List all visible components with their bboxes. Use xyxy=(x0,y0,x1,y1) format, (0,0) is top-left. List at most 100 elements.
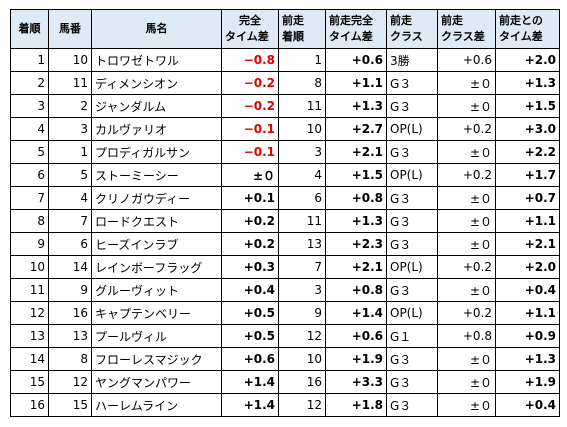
cell-horse-name: プールヴィル xyxy=(91,324,222,348)
header-prev-full-time-diff-line2: タイム差 xyxy=(329,30,373,43)
cell-prev-full-time-diff: +1.9 xyxy=(325,347,387,371)
cell-time-diff-vs-prev: +0.4 xyxy=(495,393,560,417)
cell-horse-number: 6 xyxy=(48,232,92,256)
cell-horse-name: レインボーフラッグ xyxy=(91,255,222,279)
cell-prev-class: G３ xyxy=(386,393,438,417)
cell-full-time-diff: −0.2 xyxy=(221,71,279,95)
cell-horse-name: トロワゼトワル xyxy=(91,48,222,72)
cell-horse-number: 3 xyxy=(48,117,92,141)
cell-class-diff: +0.2 xyxy=(437,255,496,279)
cell-horse-name: カルヴァリオ xyxy=(91,117,222,141)
cell-prev-rank: 1 xyxy=(278,48,326,72)
cell-time-diff-vs-prev: +2.1 xyxy=(495,232,560,256)
cell-horse-number: 8 xyxy=(48,347,92,371)
cell-prev-full-time-diff: +1.1 xyxy=(325,71,387,95)
header-prev-class: 前走 クラス xyxy=(386,9,438,49)
header-time-diff-vs-prev: 前走との タイム差 xyxy=(495,9,560,49)
cell-rank: 6 xyxy=(10,163,49,187)
cell-rank: 13 xyxy=(10,324,49,348)
cell-rank: 4 xyxy=(10,117,49,141)
cell-prev-rank: 8 xyxy=(278,71,326,95)
cell-time-diff-vs-prev: +3.0 xyxy=(495,117,560,141)
header-prev-rank-line2: 着順 xyxy=(282,30,304,43)
cell-horse-number: 9 xyxy=(48,278,92,302)
header-prev-full-time-diff: 前走完全 タイム差 xyxy=(325,9,387,49)
table-row: 13 13 プールヴィル +0.5 12 +0.6 G１ +0.8 +0.9 xyxy=(10,324,560,348)
header-prev-class-line1: 前走 xyxy=(390,14,412,27)
cell-time-diff-vs-prev: +1.9 xyxy=(495,370,560,394)
header-class-diff-line2: クラス差 xyxy=(441,30,485,43)
cell-horse-number: 11 xyxy=(48,71,92,95)
header-full-time-diff-line1: 完全 xyxy=(239,14,261,27)
cell-prev-class: G３ xyxy=(386,347,438,371)
header-time-diff-vs-prev-line1: 前走との xyxy=(499,14,543,27)
cell-horse-name: プロディガルサン xyxy=(91,140,222,164)
header-time-diff-vs-prev-line2: タイム差 xyxy=(499,30,543,43)
cell-full-time-diff: +0.5 xyxy=(221,301,279,325)
cell-class-diff: ±０ xyxy=(437,278,496,302)
cell-prev-class: G３ xyxy=(386,209,438,233)
header-class-diff: 前走 クラス差 xyxy=(437,9,496,49)
cell-prev-full-time-diff: +1.3 xyxy=(325,94,387,118)
header-horse-number-line1: 馬番 xyxy=(59,22,81,35)
cell-prev-full-time-diff: +2.7 xyxy=(325,117,387,141)
cell-horse-number: 16 xyxy=(48,301,92,325)
cell-prev-full-time-diff: +0.6 xyxy=(325,48,387,72)
cell-horse-number: 10 xyxy=(48,48,92,72)
cell-time-diff-vs-prev: +1.1 xyxy=(495,301,560,325)
cell-class-diff: ±０ xyxy=(437,71,496,95)
cell-prev-class: G３ xyxy=(386,370,438,394)
cell-full-time-diff: ±０ xyxy=(221,163,279,187)
cell-prev-full-time-diff: +1.3 xyxy=(325,209,387,233)
cell-prev-rank: 11 xyxy=(278,209,326,233)
cell-class-diff: ±０ xyxy=(437,186,496,210)
header-class-diff-line1: 前走 xyxy=(441,14,463,27)
cell-horse-name: ディメンシオン xyxy=(91,71,222,95)
cell-horse-name: ロードクエスト xyxy=(91,209,222,233)
cell-rank: 15 xyxy=(10,370,49,394)
table-row: 16 15 ハーレムライン +1.4 12 +1.8 G３ ±０ +0.4 xyxy=(10,393,560,417)
cell-time-diff-vs-prev: +1.5 xyxy=(495,94,560,118)
table-row: 2 11 ディメンシオン −0.2 8 +1.1 G３ ±０ +1.3 xyxy=(10,71,560,95)
cell-prev-full-time-diff: +1.4 xyxy=(325,301,387,325)
cell-rank: 1 xyxy=(10,48,49,72)
cell-horse-name: ヤングマンパワー xyxy=(91,370,222,394)
cell-full-time-diff: +0.2 xyxy=(221,209,279,233)
cell-time-diff-vs-prev: +0.7 xyxy=(495,186,560,210)
cell-prev-full-time-diff: +2.1 xyxy=(325,255,387,279)
cell-rank: 5 xyxy=(10,140,49,164)
cell-prev-rank: 12 xyxy=(278,393,326,417)
cell-class-diff: +0.2 xyxy=(437,117,496,141)
table-row: 15 12 ヤングマンパワー +1.4 16 +3.3 G３ ±０ +1.9 xyxy=(10,370,560,394)
table-row: 12 16 キャプテンベリー +0.5 9 +1.4 OP(L) +0.2 +1.1 xyxy=(10,301,560,325)
cell-time-diff-vs-prev: +0.4 xyxy=(495,278,560,302)
cell-horse-number: 7 xyxy=(48,209,92,233)
cell-full-time-diff: −0.2 xyxy=(221,94,279,118)
cell-horse-name: ストーミーシー xyxy=(91,163,222,187)
cell-time-diff-vs-prev: +1.3 xyxy=(495,71,560,95)
table-row: 1 10 トロワゼトワル −0.8 1 +0.6 3勝 +0.6 +2.0 xyxy=(10,48,560,72)
cell-class-diff: ±０ xyxy=(437,370,496,394)
cell-prev-full-time-diff: +1.5 xyxy=(325,163,387,187)
cell-prev-class: OP(L) xyxy=(386,301,438,325)
cell-prev-rank: 3 xyxy=(278,278,326,302)
cell-time-diff-vs-prev: +2.2 xyxy=(495,140,560,164)
cell-rank: 14 xyxy=(10,347,49,371)
race-results-table: 着順 馬番 馬名 完全 タイム差 前走 着順 前走完全 タイム差 前走 xyxy=(10,9,560,417)
cell-prev-rank: 3 xyxy=(278,140,326,164)
cell-time-diff-vs-prev: +2.0 xyxy=(495,255,560,279)
table-row: 4 3 カルヴァリオ −0.1 10 +2.7 OP(L) +0.2 +3.0 xyxy=(10,117,560,141)
cell-horse-number: 14 xyxy=(48,255,92,279)
header-horse-number: 馬番 xyxy=(48,9,92,49)
cell-class-diff: ±０ xyxy=(437,209,496,233)
table-row: 3 2 ジャンダルム −0.2 11 +1.3 G３ ±０ +1.5 xyxy=(10,94,560,118)
cell-horse-name: グルーヴィット xyxy=(91,278,222,302)
cell-full-time-diff: +0.2 xyxy=(221,232,279,256)
cell-prev-full-time-diff: +1.8 xyxy=(325,393,387,417)
cell-prev-rank: 10 xyxy=(278,117,326,141)
header-row: 着順 馬番 馬名 完全 タイム差 前走 着順 前走完全 タイム差 前走 xyxy=(10,9,560,49)
cell-prev-class: 3勝 xyxy=(386,48,438,72)
header-prev-class-line2: クラス xyxy=(390,30,423,43)
header-prev-rank: 前走 着順 xyxy=(278,9,326,49)
cell-time-diff-vs-prev: +2.0 xyxy=(495,48,560,72)
